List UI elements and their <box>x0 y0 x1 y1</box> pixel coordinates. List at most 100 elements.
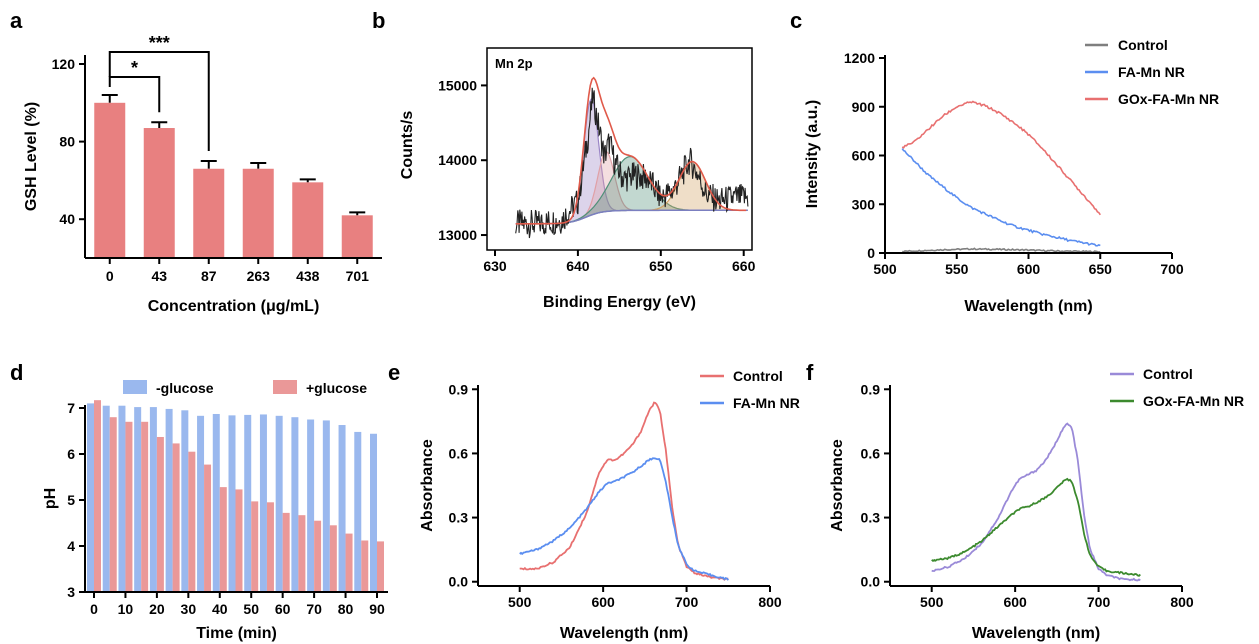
panel-f: f Control GOx-FA-Mn NR 0.0 0.3 0.6 0.9 500 600 70… <box>806 360 1244 642</box>
bar-plus-glucose <box>204 464 212 592</box>
y-tick-label: 0.6 <box>861 445 881 461</box>
x-tick-label: 43 <box>151 268 167 284</box>
legend-swatch <box>273 380 297 394</box>
legend-label: GOx-FA-Mn NR <box>1143 393 1244 409</box>
y-tick-label: 1200 <box>844 50 875 66</box>
x-axis-label: Wavelength (nm) <box>964 298 1092 315</box>
x-tick-label: 800 <box>1170 594 1194 610</box>
series-line <box>901 148 1101 247</box>
bar-minus-glucose <box>181 410 189 592</box>
bar-minus-glucose <box>291 417 299 592</box>
legend-label: -glucose <box>156 380 214 396</box>
bar-minus-glucose <box>338 425 346 592</box>
x-tick-label: 630 <box>483 258 507 274</box>
bar-plus-glucose <box>282 512 290 592</box>
bar-plus-glucose <box>345 533 353 592</box>
series-line <box>931 477 1141 577</box>
x-tick-label: 660 <box>732 258 756 274</box>
x-tick-label: 30 <box>181 601 197 617</box>
series-line <box>519 457 729 581</box>
x-axis-label: Concentration (μg/mL) <box>148 298 320 315</box>
y-axis-label: Absorbance <box>829 439 846 532</box>
bar <box>292 182 324 258</box>
raw-spectrum <box>515 87 749 239</box>
x-tick-label: 640 <box>566 258 590 274</box>
x-axis-label: Time (min) <box>196 625 277 642</box>
bar-minus-glucose <box>149 407 157 592</box>
legend-swatch <box>123 380 147 394</box>
y-tick-label: 300 <box>852 196 876 212</box>
y-tick-label: 0.3 <box>861 510 881 526</box>
x-tick-label: 40 <box>212 601 228 617</box>
bar-plus-glucose <box>94 400 101 592</box>
bar-plus-glucose <box>298 515 306 592</box>
bar <box>193 168 225 258</box>
bar-plus-glucose <box>361 540 369 592</box>
bar-plus-glucose <box>156 436 164 592</box>
bar-plus-glucose <box>266 502 274 592</box>
bar-minus-glucose <box>370 433 377 592</box>
annotation: Mn 2p <box>495 56 533 71</box>
legend-label: Control <box>1118 37 1168 53</box>
x-tick-label: 701 <box>346 268 370 284</box>
bar-plus-glucose <box>329 525 337 592</box>
y-axis-label: Intensity (a.u.) <box>804 100 821 208</box>
panel-e: e Control FA-Mn NR 0.0 0.3 0.6 0.9 500 600 700 800… <box>388 360 800 642</box>
x-tick-label: 650 <box>649 258 673 274</box>
y-tick-label: 0.0 <box>861 574 881 590</box>
panel-label: f <box>806 360 814 385</box>
legend-label: Control <box>733 368 783 384</box>
x-tick-label: 800 <box>758 594 782 610</box>
bar-minus-glucose <box>354 431 362 592</box>
x-tick-label: 70 <box>306 601 322 617</box>
y-tick-label: 80 <box>59 134 75 150</box>
significance-label: * <box>131 58 138 78</box>
x-tick-label: 700 <box>1087 594 1111 610</box>
bar-plus-glucose <box>172 443 180 592</box>
x-tick-label: 10 <box>118 601 134 617</box>
x-tick-label: 500 <box>508 594 532 610</box>
x-tick-label: 0 <box>90 601 98 617</box>
y-axis-label: Absorbance <box>419 439 436 532</box>
panel-label: e <box>388 360 400 385</box>
y-tick-label: 6 <box>67 446 75 462</box>
panel-label: b <box>372 8 385 33</box>
bar-minus-glucose <box>134 407 142 592</box>
panel-b: b 13000 14000 15000 630 640 650 660 Mn 2p Binding… <box>372 8 756 311</box>
bar <box>143 128 175 258</box>
bar-minus-glucose <box>307 419 315 592</box>
series-line <box>901 100 1101 216</box>
y-tick-label: 13000 <box>438 227 477 243</box>
y-tick-label: 600 <box>852 148 876 164</box>
x-tick-label: 87 <box>201 268 217 284</box>
bar-minus-glucose <box>212 413 220 592</box>
x-tick-label: 600 <box>591 594 615 610</box>
bar-plus-glucose <box>141 421 149 592</box>
legend-label: FA-Mn NR <box>733 395 800 411</box>
bar-minus-glucose <box>275 415 283 592</box>
x-axis-label: Wavelength (nm) <box>560 625 688 642</box>
x-tick-label: 263 <box>247 268 271 284</box>
y-tick-label: 0.9 <box>449 381 469 397</box>
bar-plus-glucose <box>314 520 322 592</box>
series-line <box>519 401 729 581</box>
x-tick-label: 60 <box>275 601 291 617</box>
significance-bracket <box>108 76 161 113</box>
x-tick-label: 650 <box>1089 261 1113 277</box>
x-tick-label: 500 <box>920 594 944 610</box>
bar-minus-glucose <box>197 415 205 592</box>
bar-plus-glucose <box>235 489 243 592</box>
panel-c: c Control FA-Mn NR GOx-FA-Mn NR 0 300 600 900 12… <box>790 8 1219 315</box>
panel-label: a <box>10 8 23 33</box>
bar <box>242 168 274 258</box>
bar-minus-glucose <box>322 420 330 592</box>
x-tick-label: 80 <box>338 601 354 617</box>
bar-minus-glucose <box>87 403 94 592</box>
x-tick-label: 700 <box>1160 261 1184 277</box>
bar-minus-glucose <box>165 408 173 592</box>
y-tick-label: 0.6 <box>449 445 469 461</box>
legend-label: Control <box>1143 366 1193 382</box>
bar-minus-glucose <box>228 415 236 592</box>
series-line <box>902 247 1101 254</box>
